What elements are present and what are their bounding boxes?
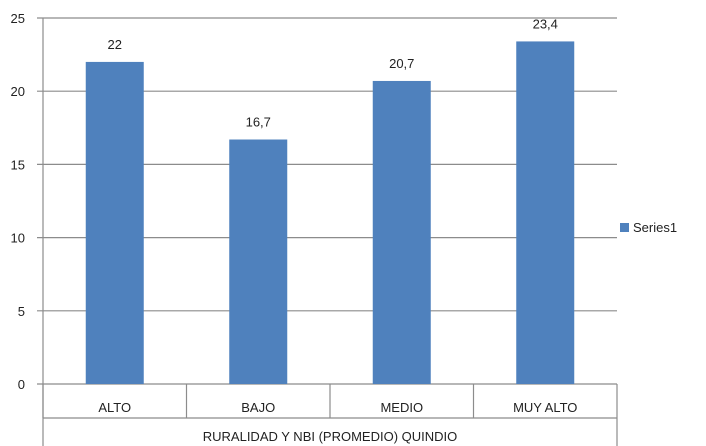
x-category-label: MUY ALTO — [513, 400, 577, 415]
data-label: 16,7 — [246, 115, 271, 130]
x-category-label: ALTO — [98, 400, 131, 415]
x-category-label: BAJO — [241, 400, 275, 415]
y-tick-label: 5 — [18, 304, 25, 319]
data-label: 22 — [108, 37, 122, 52]
group-label: RURALIDAD Y NBI (PROMEDIO) QUINDIO — [203, 429, 458, 444]
bar-bajo — [229, 139, 288, 384]
legend-swatch-series1 — [620, 223, 629, 232]
y-tick-label: 20 — [11, 84, 25, 99]
x-axis: ALTO BAJO MEDIO MUY ALTO RURALIDAD Y NBI (PR… — [42, 384, 618, 446]
y-tick-label: 0 — [18, 377, 25, 392]
data-label: 23,4 — [533, 16, 558, 31]
x-category-label: MEDIO — [380, 400, 423, 415]
bar-muy-alto — [516, 41, 575, 384]
bar-medio — [372, 80, 431, 385]
bar-alto — [85, 61, 144, 385]
legend-label-series1: Series1 — [633, 220, 678, 235]
y-tick-label: 10 — [11, 231, 25, 246]
data-labels: 22 16,7 20,7 23,4 — [108, 16, 558, 129]
y-tick-label: 15 — [11, 157, 25, 172]
bars — [85, 41, 575, 385]
data-label: 20,7 — [389, 56, 414, 71]
y-tick-label: 25 — [11, 11, 25, 26]
y-axis-ticks: 0 5 10 15 20 25 — [11, 11, 25, 392]
legend: Series1 — [620, 220, 677, 235]
